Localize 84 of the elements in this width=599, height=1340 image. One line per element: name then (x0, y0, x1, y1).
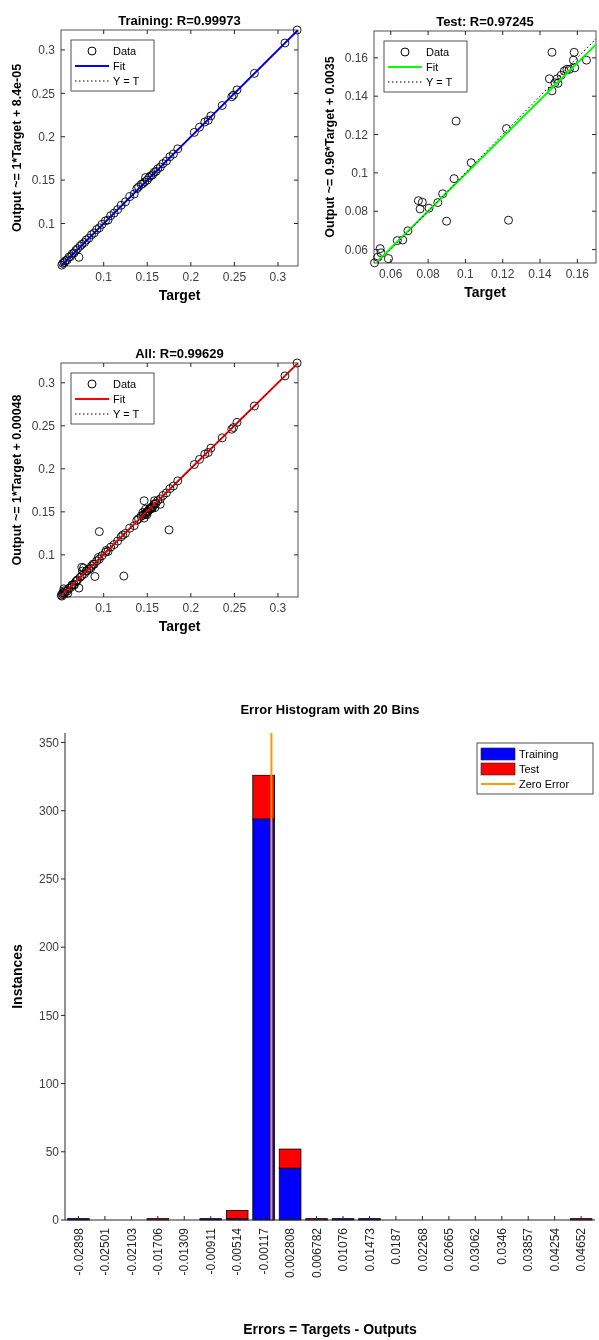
legend-label: Fit (113, 59, 126, 72)
legend-label: Data (113, 44, 138, 57)
x-tick-label: 0.1 (95, 270, 113, 284)
legend-label: Data (113, 377, 138, 390)
y-tick-label: 0.12 (344, 127, 369, 142)
y-tick-label: 0.2 (38, 129, 56, 144)
y-axis-title: Output ~= 1*Target + 0.00048 (10, 394, 24, 566)
legend-label: Test (519, 762, 540, 775)
x-tick-label: 0.01076 (336, 1227, 351, 1272)
x-axis-title: Target (464, 284, 507, 300)
x-tick-label: 0.2 (182, 270, 200, 284)
x-tick-label: 0.02665 (442, 1227, 457, 1272)
legend-label: Zero Error (519, 777, 570, 790)
x-tick-label: 0.2 (182, 601, 200, 615)
legend-label: Training (519, 747, 559, 760)
x-tick-label: 0.25 (222, 601, 247, 615)
y-tick-label: 0.3 (38, 375, 56, 390)
x-tick-label: -0.00117 (256, 1227, 271, 1275)
x-tick-label: -0.02501 (98, 1227, 113, 1276)
chart-title: All: R=0.99629 (135, 346, 224, 361)
y-tick-label: 0.3 (38, 43, 56, 58)
y-tick-label: 300 (38, 803, 60, 818)
y-tick-label: 50 (45, 1144, 60, 1159)
x-tick-label: 0.15 (135, 601, 160, 615)
x-tick-label: 0.06 (379, 267, 403, 281)
x-tick-label: 0.04254 (547, 1227, 562, 1272)
x-tick-label: -0.02898 (71, 1227, 86, 1276)
x-tick-label: 0.002808 (283, 1227, 298, 1279)
y-axis-title: Instances (9, 944, 25, 1009)
chart-title: Training: R=0.99973 (118, 13, 241, 28)
x-tick-label: 0.3 (269, 601, 287, 615)
chart-title: Test: R=0.97245 (436, 14, 534, 29)
x-tick-label: 0.16 (565, 267, 590, 281)
x-tick-label: 0.03857 (521, 1227, 536, 1272)
legend-label: Y = T (113, 74, 140, 87)
x-tick-label: 0.04652 (574, 1227, 589, 1272)
y-tick-label: 0.2 (38, 462, 56, 477)
y-tick-label: 0.08 (344, 204, 369, 219)
y-tick-label: 0.15 (31, 173, 56, 188)
y-tick-label: 0.15 (31, 505, 56, 520)
x-tick-label: -0.00911 (203, 1227, 218, 1275)
y-tick-label: 0.1 (38, 548, 56, 563)
x-tick-label: 0.03062 (468, 1227, 483, 1272)
x-tick-label: -0.00514 (230, 1227, 245, 1276)
y-tick-label: 200 (38, 940, 60, 955)
x-tick-label: 0.01473 (362, 1227, 377, 1272)
legend-label: Y = T (113, 407, 140, 420)
x-tick-label: 0.1 (95, 601, 113, 615)
x-tick-label: -0.02103 (124, 1227, 139, 1276)
y-tick-label: 0.16 (344, 51, 369, 66)
x-axis-title: Errors = Targets - Outputs (243, 1321, 418, 1337)
y-tick-label: 0 (52, 1213, 60, 1228)
x-tick-label: 0.3 (269, 270, 287, 284)
y-tick-label: 0.25 (31, 86, 56, 101)
x-tick-label: 0.08 (416, 267, 441, 281)
y-tick-label: 0.14 (344, 89, 369, 104)
legend-label: Data (426, 45, 451, 58)
y-tick-label: 0.1 (38, 216, 56, 231)
x-tick-label: -0.01309 (177, 1227, 192, 1276)
legend-label: Fit (426, 60, 439, 73)
x-tick-label: 0.14 (528, 267, 553, 281)
x-tick-label: 0.15 (135, 270, 160, 284)
legend-label: Fit (113, 392, 126, 405)
y-tick-label: 100 (38, 1076, 60, 1091)
x-tick-label: 0.12 (491, 267, 515, 281)
chart-title: Error Histogram with 20 Bins (240, 702, 420, 717)
y-axis-title: Output ~= 0.96*Target + 0.0035 (323, 56, 337, 238)
y-tick-label: 350 (38, 735, 60, 750)
y-tick-label: 250 (38, 872, 60, 887)
x-tick-label: 0.25 (222, 270, 247, 284)
x-tick-label: 0.006782 (309, 1227, 324, 1279)
x-tick-label: 0.1 (457, 267, 475, 281)
legend-label: Y = T (426, 75, 453, 88)
x-tick-label: 0.0346 (494, 1227, 509, 1265)
x-tick-label: -0.01706 (151, 1227, 166, 1276)
x-axis-title: Target (158, 287, 201, 303)
y-tick-label: 150 (38, 1008, 60, 1023)
x-tick-label: 0.0187 (389, 1227, 404, 1265)
y-tick-label: 0.25 (31, 419, 56, 433)
y-tick-label: 0.1 (351, 166, 369, 181)
y-axis-title: Output ~= 1*Target + 8.4e-05 (10, 63, 24, 233)
y-tick-label: 0.06 (344, 242, 369, 257)
x-tick-label: 0.02268 (415, 1227, 430, 1272)
x-axis-title: Target (158, 618, 201, 634)
